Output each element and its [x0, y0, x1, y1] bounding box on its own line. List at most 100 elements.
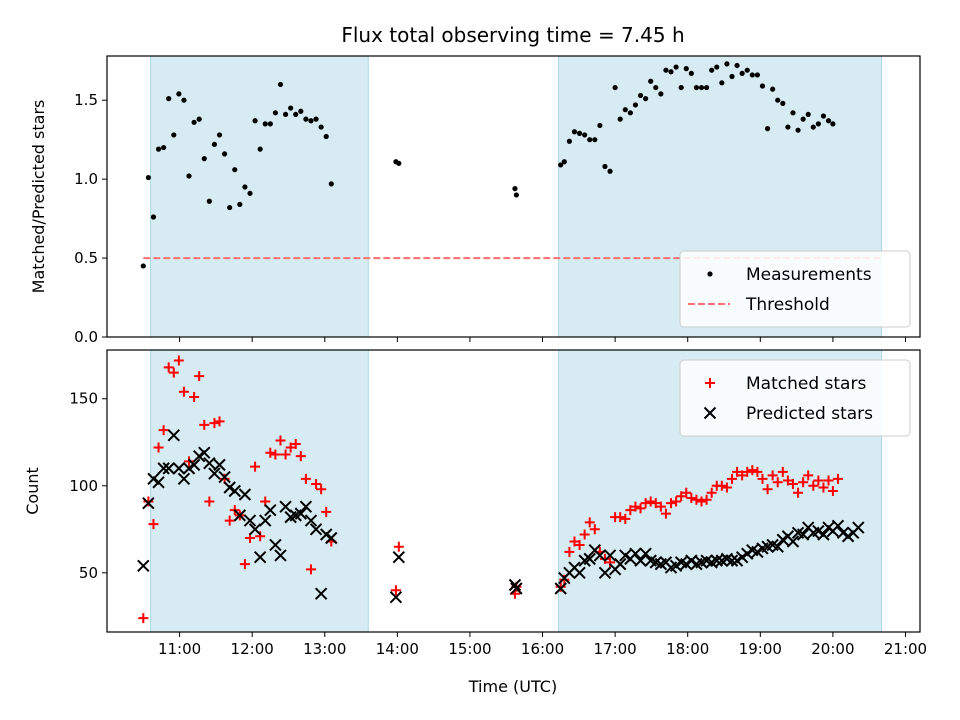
matched-star-point: [569, 536, 580, 547]
measurement-point: [512, 186, 518, 192]
predicted-star-point: [325, 531, 338, 545]
predicted-star-point: [786, 535, 800, 548]
measurement-point: [637, 92, 644, 99]
measurement-point: [759, 83, 766, 89]
measurement-point: [566, 138, 572, 144]
measurement-point: [272, 110, 279, 116]
measurement-point: [221, 151, 228, 157]
top-panel: 0.0 0.5 1.0 1.5 Matched/Predicted stars Measu…: [29, 55, 921, 346]
axes-frame: [106, 55, 921, 338]
matched-star-point: [555, 581, 566, 592]
matched-star-point: [605, 557, 616, 568]
matched-star-point: [250, 461, 261, 472]
matched-star-point: [752, 466, 763, 477]
measurement-point: [749, 72, 755, 78]
matched-star-point: [655, 501, 666, 512]
x-tick-label: 11:00: [158, 640, 201, 658]
matched-star-point: [808, 480, 819, 491]
measurement-point: [770, 86, 776, 92]
measurement-point: [237, 201, 243, 207]
legend: Matched stars Predicted stars: [679, 359, 911, 437]
measurement-point: [232, 167, 238, 173]
matched-star-point: [793, 487, 804, 498]
predicted-star-point: [157, 462, 170, 475]
matched-star-point: [620, 513, 631, 524]
matched-star-point: [742, 466, 753, 477]
measurement-point: [558, 162, 564, 168]
predicted-star-point: [233, 509, 247, 522]
x-tick-label: 17:00: [594, 640, 637, 658]
measurement-point: [277, 81, 284, 88]
predicted-star-point: [508, 578, 522, 592]
matched-star-point: [265, 447, 276, 458]
matched-star-point: [660, 508, 671, 519]
y-tick-label: 1.5: [74, 91, 98, 109]
measurement-point: [648, 78, 654, 84]
measurement-point: [622, 107, 628, 113]
predicted-star-point: [725, 554, 739, 567]
predicted-star-point: [629, 547, 642, 560]
measurement-point: [282, 111, 289, 118]
measurement-point: [318, 124, 324, 130]
measurement-point: [754, 72, 761, 78]
matched-star-point: [393, 541, 404, 552]
matched-star-point: [390, 585, 401, 596]
predicted-star-point: [304, 514, 318, 527]
matched-star-point: [726, 473, 737, 484]
matched-star-point: [827, 486, 838, 496]
measurement-point: [257, 146, 263, 152]
legend-marker: [707, 271, 713, 277]
x-tick-label: 16:00: [521, 640, 564, 658]
matched-star-point: [214, 416, 225, 427]
matched-star-point: [696, 496, 707, 507]
x-tick-label: 21:00: [884, 640, 927, 658]
matched-star-point: [194, 371, 205, 382]
y-tick-label: 100: [69, 477, 98, 495]
matched-star-point: [625, 505, 636, 516]
measurement-point: [739, 70, 745, 76]
predicted-star-point: [142, 496, 155, 510]
matched-star-point: [184, 456, 195, 467]
matched-star-point: [630, 501, 641, 512]
matched-star-point: [305, 564, 316, 575]
measurement-point: [800, 116, 806, 122]
predicted-star-point: [218, 470, 231, 484]
measurement-point: [323, 133, 329, 140]
predicted-star-point: [243, 514, 257, 527]
predicted-star-point: [294, 507, 308, 520]
matched-star-point: [813, 475, 824, 486]
y-tick-label: 0.0: [74, 328, 98, 346]
measurement-point: [810, 124, 816, 130]
matched-star-point: [823, 475, 834, 486]
predicted-star-point: [162, 462, 175, 475]
measurement-point: [632, 102, 639, 108]
matched-star-point: [178, 386, 189, 397]
bottom-panel: 11:00 12:00 13:00 14:00 15:00 16:00 17:00 18:00…: [23, 349, 927, 658]
predicted-star-point: [203, 456, 216, 470]
measurement-point: [795, 127, 801, 133]
x-tick-label: 13:00: [303, 640, 346, 658]
predicted-star-point: [264, 503, 277, 517]
matched-star-point: [138, 613, 149, 624]
measurement-point: [247, 190, 253, 196]
predicted-star-point: [314, 587, 328, 600]
matched-star-point: [818, 482, 829, 493]
measurement-point: [592, 137, 598, 143]
matched-star-point: [615, 512, 626, 523]
measurement-point: [206, 198, 212, 204]
measurement-point: [709, 67, 715, 73]
measurement-point: [820, 113, 827, 119]
predicted-star-point: [796, 528, 810, 541]
matched-star-point: [189, 392, 200, 402]
matched-star-point: [721, 482, 732, 493]
matched-star-point: [321, 506, 332, 517]
x-axis-label: Time (UTC): [468, 677, 557, 696]
matched-star-point: [163, 362, 174, 373]
predicted-star-point: [598, 566, 612, 580]
measurement-point: [724, 61, 730, 67]
matched-star-point: [599, 553, 610, 564]
matched-star-point: [239, 559, 250, 570]
matched-star-point: [559, 574, 570, 585]
x-tick-label: 19:00: [739, 640, 782, 658]
measurement-point: [673, 64, 679, 70]
